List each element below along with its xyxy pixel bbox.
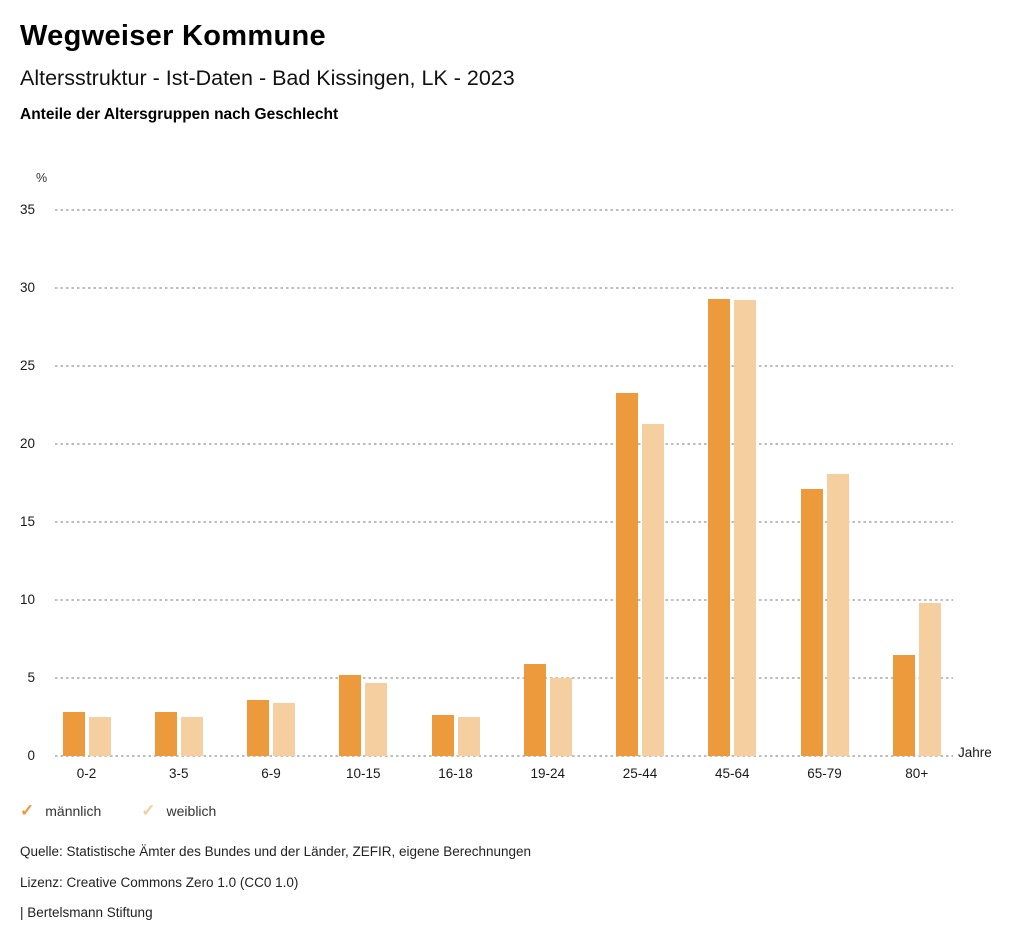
bar-weiblich-65-79 [826,473,849,756]
bar-männlich-16-18 [431,715,454,756]
y-axis-unit-label: % [36,171,48,185]
x-tick-label-80+: 80+ [905,766,929,781]
legend-label-weiblich: weiblich [166,802,217,819]
bar-weiblich-3-5 [180,717,203,756]
check-icon: ✓ [141,801,156,820]
x-tick-label-6-9: 6-9 [261,766,281,781]
attribution-text: | Bertelsmann Stiftung [20,905,153,920]
x-axis-unit-label: Jahre [958,745,992,760]
gridline-20 [55,443,953,445]
bar-männlich-10-15 [339,674,362,756]
bar-männlich-25-44 [616,392,638,756]
check-icon: ✓ [20,801,35,820]
bar-weiblich-0-2 [88,717,111,756]
bar-männlich-45-64 [708,298,731,756]
x-tick-label-25-44: 25-44 [622,766,658,781]
gridline-15 [55,521,953,523]
bar-männlich-80+ [892,654,915,756]
x-tick-label-10-15: 10-15 [345,766,381,781]
x-tick-label-3-5: 3-5 [168,766,189,781]
bar-männlich-6-9 [247,699,269,756]
bar-weiblich-19-24 [549,678,572,756]
x-tick-label-0-2: 0-2 [76,766,97,781]
legend-item-weiblich[interactable]: ✓ weiblich [141,802,216,819]
x-tick-label-16-18: 16-18 [438,766,473,781]
y-tick-label-35: 35 [19,202,35,217]
y-tick-label-0: 0 [27,748,35,763]
gridline-30 [55,287,953,289]
y-tick-label-20: 20 [19,436,35,451]
chart-title: Altersstruktur - Ist-Daten - Bad Kissing… [20,66,515,90]
bar-weiblich-16-18 [457,717,480,756]
gridline-5 [55,677,953,679]
y-tick-label-10: 10 [19,592,35,607]
x-tick-label-19-24: 19-24 [530,766,566,781]
bar-männlich-65-79 [800,489,823,756]
gridline-10 [55,599,953,601]
source-text: Quelle: Statistische Ämter des Bundes un… [20,844,532,859]
legend: ✓ männlich ✓ weiblich [20,802,216,819]
x-tick-label-65-79: 65-79 [807,766,842,781]
y-tick-label-30: 30 [19,280,35,295]
bar-weiblich-25-44 [642,423,664,756]
bar-weiblich-10-15 [365,682,388,756]
bar-männlich-0-2 [62,712,85,756]
bar-männlich-3-5 [154,712,177,756]
gridline-25 [55,365,953,367]
legend-label-maennlich: männlich [45,802,102,819]
bar-weiblich-45-64 [734,300,757,756]
page-title: Wegweiser Kommune [20,20,326,52]
chart-subtitle: Anteile der Altersgruppen nach Geschlech… [20,106,339,123]
plot-area: 0 5 10 15 20 25 30 35 0-2 3-5 6-9 10-15 16-18 19-24 25… [20,202,953,781]
y-tick-label-15: 15 [19,514,35,529]
gridline-35 [55,209,953,211]
bar-männlich-19-24 [523,663,546,756]
x-tick-label-45-64: 45-64 [714,766,750,781]
y-tick-label-25: 25 [19,358,35,373]
gridline-0 [55,755,953,757]
legend-item-maennlich[interactable]: ✓ männlich [20,802,101,819]
bar-weiblich-80+ [918,603,941,756]
license-text: Lizenz: Creative Commons Zero 1.0 (CC0 1… [20,875,299,890]
y-tick-label-5: 5 [27,670,35,685]
bar-weiblich-6-9 [273,702,295,756]
